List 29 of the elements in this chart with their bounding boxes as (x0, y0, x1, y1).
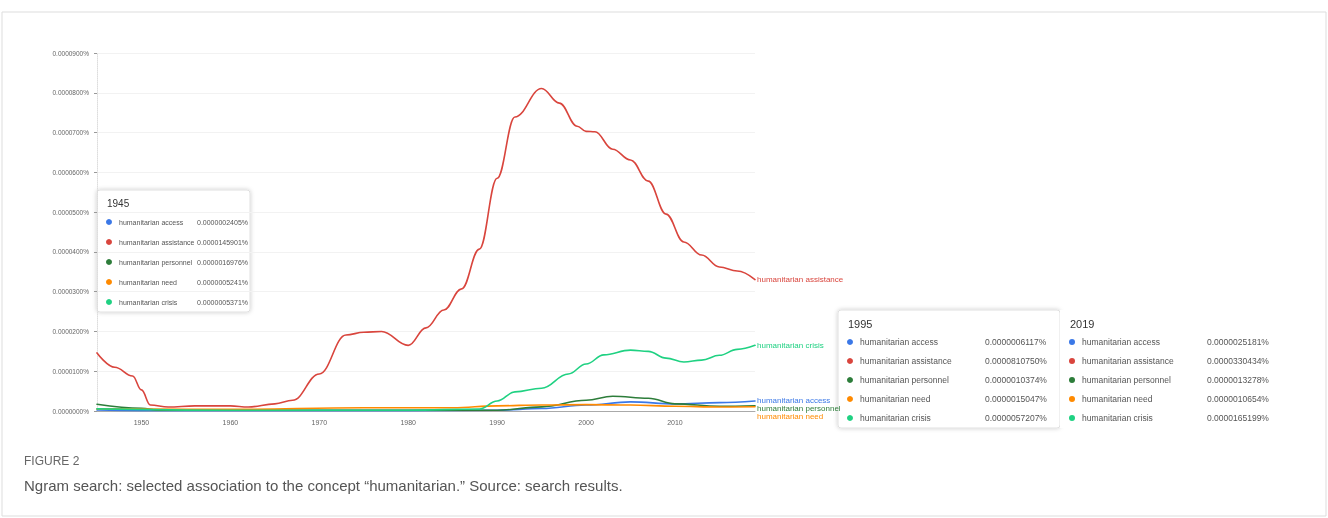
text: humanitarian need (1082, 394, 1153, 404)
text: humanitarian crisis (860, 413, 931, 423)
text: humanitarian assistance (757, 275, 844, 285)
annotation: 1945 (107, 197, 130, 209)
text: humanitarian access (757, 396, 831, 406)
text: 0.0000013278% (1207, 374, 1269, 386)
text: 0.0000330434% (1207, 355, 1269, 367)
text: humanitarian crisis (1082, 413, 1153, 423)
text: humanitarian personnel (757, 404, 841, 414)
text: 0.0000025181% (1207, 336, 1269, 348)
text: 0.0000057207% (985, 413, 1048, 423)
text: 2019 (1070, 318, 1095, 331)
text: humanitarian personnel (1082, 375, 1171, 385)
legend-label: humanitarian need (860, 394, 931, 404)
text: 0.0000010654% (1207, 393, 1269, 405)
text: 0.0000015047% (985, 394, 1048, 404)
legend-label: humanitarian personnel (860, 375, 949, 385)
text: Ngram search: selected association to the concept “humanitarian.” Source: search results. (24, 477, 623, 494)
text: 0.0000010374% (985, 375, 1048, 385)
caption: FIGURE 2 (24, 454, 80, 468)
text: 0.0000006117% (985, 337, 1047, 347)
text: 0.0000165199% (1207, 412, 1269, 424)
legend-label: humanitarian access (860, 337, 938, 347)
text: humanitarian crisis (757, 340, 824, 350)
text: humanitarian access (1082, 337, 1160, 347)
text: humanitarian assistance (1082, 356, 1174, 366)
text: 1995 (848, 317, 873, 330)
text: 0.0000810750% (985, 356, 1048, 366)
text: humanitarian assistance (860, 356, 952, 366)
